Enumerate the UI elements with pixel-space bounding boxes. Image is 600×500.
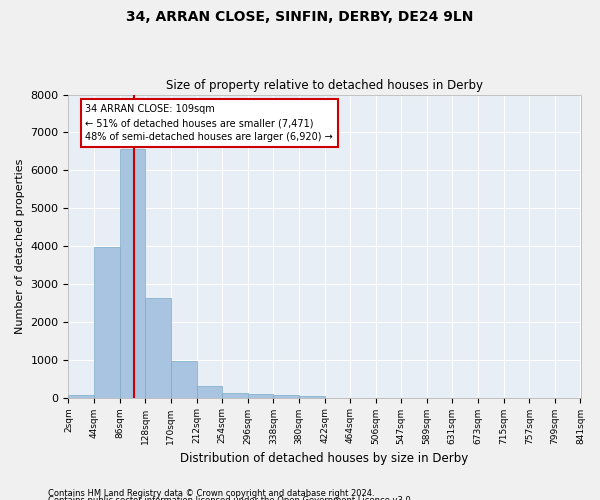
Bar [197,386,222,398]
Text: 34 ARRAN CLOSE: 109sqm
← 51% of detached houses are smaller (7,471)
48% of semi-: 34 ARRAN CLOSE: 109sqm ← 51% of detached… [85,104,333,142]
Bar [171,361,197,398]
Bar [145,298,171,398]
Bar [68,395,94,398]
Bar [222,392,248,398]
Bar [94,247,119,398]
Bar [299,396,325,398]
Bar [274,394,299,398]
Text: Contains HM Land Registry data © Crown copyright and database right 2024.: Contains HM Land Registry data © Crown c… [48,488,374,498]
Bar [248,394,274,398]
Text: 34, ARRAN CLOSE, SINFIN, DERBY, DE24 9LN: 34, ARRAN CLOSE, SINFIN, DERBY, DE24 9LN [127,10,473,24]
X-axis label: Distribution of detached houses by size in Derby: Distribution of detached houses by size … [181,452,469,465]
Y-axis label: Number of detached properties: Number of detached properties [15,158,25,334]
Text: Contains public sector information licensed under the Open Government Licence v3: Contains public sector information licen… [48,496,413,500]
Title: Size of property relative to detached houses in Derby: Size of property relative to detached ho… [166,79,483,92]
Bar [119,149,145,398]
